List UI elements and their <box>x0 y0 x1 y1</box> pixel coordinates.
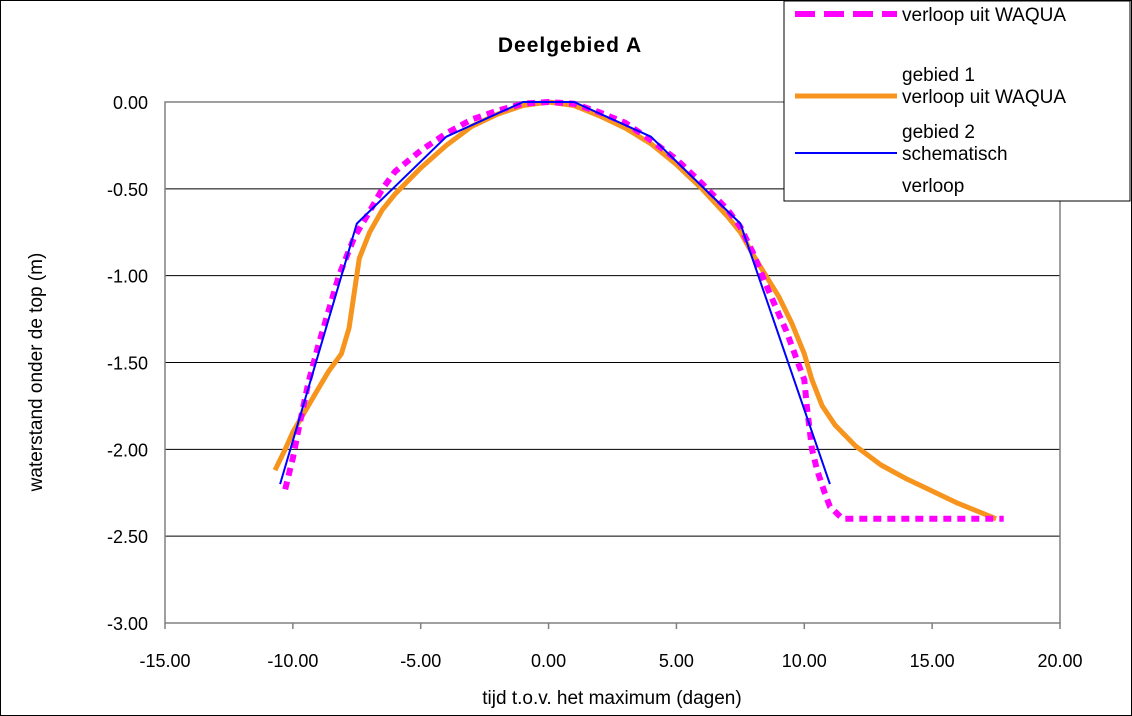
y-tick-label: -1.00 <box>107 267 148 287</box>
x-tick-label: 20.00 <box>1037 651 1082 671</box>
y-tick-label: -2.50 <box>107 527 148 547</box>
legend-box <box>783 0 1131 202</box>
y-tick-label: 0.00 <box>113 93 148 113</box>
y-tick-labels: 0.00 -0.50 -1.00 -1.50 -2.00 -2.50 -3.00 <box>107 93 148 634</box>
chart-title: Deelgebied A <box>498 34 642 57</box>
legend-label-schematisch-line2: verloop <box>902 176 964 197</box>
x-tick-label: 15.00 <box>910 651 955 671</box>
legend-label-gebied-1-line2: gebied 1 <box>902 65 975 86</box>
y-tick-label: -3.00 <box>107 614 148 634</box>
plot-area <box>164 101 1061 624</box>
y-tick-label: -1.50 <box>107 354 148 374</box>
y-tick-label: -0.50 <box>107 180 148 200</box>
grid <box>164 188 1061 629</box>
series-gebied-1 <box>282 99 1004 522</box>
x-tick-label: 0.00 <box>531 651 566 671</box>
x-tick-labels: -15.00 -10.00 -5.00 0.00 5.00 10.00 15.00 20.00 <box>139 651 1082 671</box>
legend-label-gebied-2-line1: verloop uit WAQUA <box>902 87 1066 108</box>
legend: verloop uit WAQUA gebied 1 verloop uit W… <box>783 0 1131 202</box>
x-tick-label: -15.00 <box>139 651 190 671</box>
x-tick-label: -10.00 <box>267 651 318 671</box>
x-tick-label: -5.00 <box>400 651 441 671</box>
x-tick-label: 10.00 <box>782 651 827 671</box>
y-axis-title: waterstand onder de top (m) <box>26 253 47 493</box>
series-gebied-2 <box>272 99 998 522</box>
legend-label-gebied-1-line1: verloop uit WAQUA <box>902 5 1066 26</box>
legend-label-schematisch-line1: schematisch <box>902 144 1008 165</box>
x-axis-title: tijd t.o.v. het maximum (dagen) <box>482 688 741 709</box>
series-layer <box>272 99 1004 522</box>
legend-label-gebied-2-line2: gebied 2 <box>902 122 975 143</box>
series-schematisch <box>279 101 831 485</box>
x-tick-label: 5.00 <box>659 651 694 671</box>
y-tick-label: -2.00 <box>107 440 148 460</box>
